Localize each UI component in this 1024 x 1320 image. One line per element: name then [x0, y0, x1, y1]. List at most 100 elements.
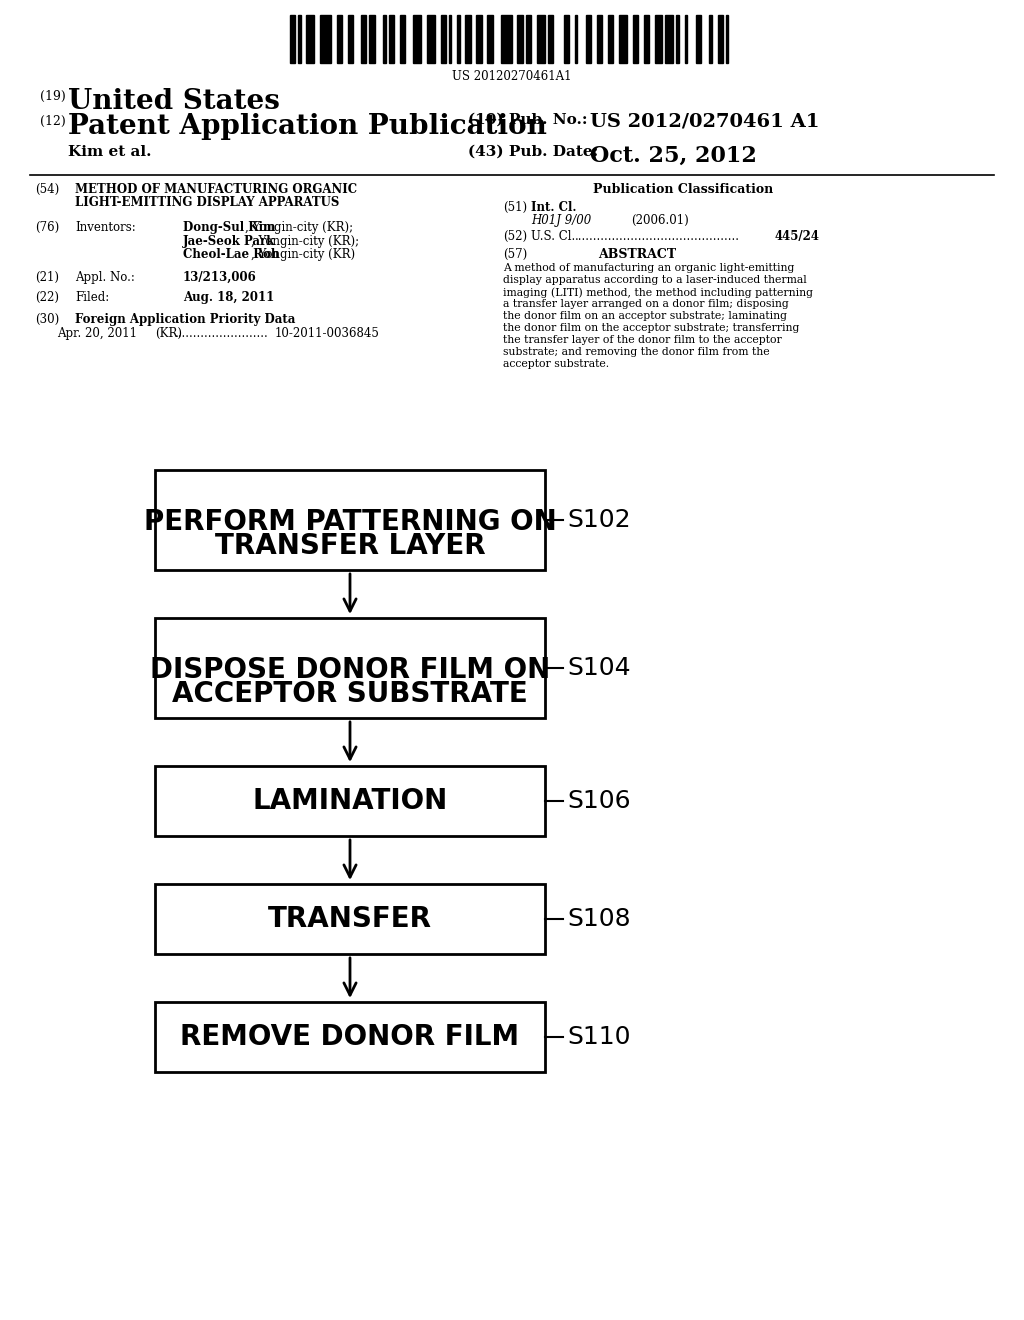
Bar [337, 15, 342, 63]
Bar [666, 15, 674, 63]
Bar [155, 884, 545, 954]
Bar [525, 15, 530, 63]
Text: Aug. 18, 2011: Aug. 18, 2011 [183, 290, 274, 304]
Bar [361, 15, 367, 63]
Text: Dong-Sul Kim: Dong-Sul Kim [183, 220, 275, 234]
Text: , Yongin-city (KR): , Yongin-city (KR) [251, 248, 354, 261]
Text: Appl. No.:: Appl. No.: [75, 271, 135, 284]
Text: Oct. 25, 2012: Oct. 25, 2012 [590, 145, 757, 168]
Bar [564, 15, 569, 63]
Bar [654, 15, 663, 63]
Text: , Yongin-city (KR);: , Yongin-city (KR); [246, 220, 353, 234]
Text: PERFORM PATTERNING ON: PERFORM PATTERNING ON [143, 507, 556, 536]
Text: acceptor substrate.: acceptor substrate. [503, 359, 609, 370]
Bar [290, 15, 295, 63]
Text: A method of manufacturing an organic light-emitting: A method of manufacturing an organic lig… [503, 263, 795, 273]
Bar [726, 15, 728, 63]
Text: the donor film on the acceptor substrate; transferring: the donor film on the acceptor substrate… [503, 323, 800, 333]
Bar [608, 15, 613, 63]
Bar [155, 766, 545, 836]
Text: TRANSFER LAYER: TRANSFER LAYER [215, 532, 485, 561]
Text: Kim et al.: Kim et al. [68, 145, 152, 158]
Text: (30): (30) [35, 313, 59, 326]
Text: TRANSFER: TRANSFER [268, 906, 432, 933]
Bar [399, 15, 404, 63]
Bar [710, 15, 712, 63]
Text: Foreign Application Priority Data: Foreign Application Priority Data [75, 313, 295, 326]
Text: S102: S102 [567, 508, 631, 532]
Text: (57): (57) [503, 248, 527, 261]
Text: (10) Pub. No.:: (10) Pub. No.: [468, 114, 588, 127]
Bar [298, 15, 301, 63]
Text: imaging (LITI) method, the method including patterning: imaging (LITI) method, the method includ… [503, 286, 813, 297]
Text: (KR): (KR) [155, 327, 182, 341]
Text: (19): (19) [40, 90, 66, 103]
Text: (51): (51) [503, 201, 527, 214]
Text: Int. Cl.: Int. Cl. [531, 201, 577, 214]
Bar [537, 15, 545, 63]
Text: Jae-Seok Park: Jae-Seok Park [183, 235, 275, 248]
Text: Cheol-Lae Roh: Cheol-Lae Roh [183, 248, 280, 261]
Bar [718, 15, 723, 63]
Bar [449, 15, 452, 63]
Text: H01J 9/00: H01J 9/00 [531, 214, 591, 227]
Bar [383, 15, 386, 63]
Text: the donor film on an acceptor substrate; laminating: the donor film on an acceptor substrate;… [503, 312, 787, 321]
Bar [306, 15, 314, 63]
Text: (2006.01): (2006.01) [631, 214, 689, 227]
Bar [487, 15, 493, 63]
Text: S110: S110 [567, 1026, 631, 1049]
Bar [457, 15, 460, 63]
Text: LIGHT-EMITTING DISPLAY APPARATUS: LIGHT-EMITTING DISPLAY APPARATUS [75, 195, 339, 209]
Text: (21): (21) [35, 271, 59, 284]
Text: display apparatus according to a laser-induced thermal: display apparatus according to a laser-i… [503, 275, 807, 285]
Text: ............................................: ........................................… [575, 230, 740, 243]
Text: Inventors:: Inventors: [75, 220, 136, 234]
Bar [347, 15, 352, 63]
Text: Publication Classification: Publication Classification [593, 183, 773, 195]
Text: ABSTRACT: ABSTRACT [598, 248, 676, 261]
Text: REMOVE DONOR FILM: REMOVE DONOR FILM [180, 1023, 519, 1051]
Text: S104: S104 [567, 656, 631, 680]
Text: S108: S108 [567, 907, 631, 931]
Bar [586, 15, 591, 63]
Text: .........................: ......................... [175, 327, 268, 341]
Bar [465, 15, 471, 63]
Bar [321, 15, 331, 63]
Bar [685, 15, 687, 63]
Bar [389, 15, 394, 63]
Bar [695, 15, 700, 63]
Text: substrate; and removing the donor film from the: substrate; and removing the donor film f… [503, 347, 770, 356]
Bar [440, 15, 445, 63]
Text: (12): (12) [40, 115, 66, 128]
Text: the transfer layer of the donor film to the acceptor: the transfer layer of the donor film to … [503, 335, 781, 345]
Bar [427, 15, 435, 63]
Text: Apr. 20, 2011: Apr. 20, 2011 [57, 327, 137, 341]
Text: 13/213,006: 13/213,006 [183, 271, 257, 284]
Text: Patent Application Publication: Patent Application Publication [68, 114, 547, 140]
Text: US 20120270461A1: US 20120270461A1 [453, 70, 571, 83]
Text: METHOD OF MANUFACTURING ORGANIC: METHOD OF MANUFACTURING ORGANIC [75, 183, 357, 195]
Bar [155, 470, 545, 570]
Bar [517, 15, 522, 63]
Bar [501, 15, 512, 63]
Bar [548, 15, 553, 63]
Text: ACCEPTOR SUBSTRATE: ACCEPTOR SUBSTRATE [172, 681, 528, 709]
Text: 10-2011-0036845: 10-2011-0036845 [275, 327, 380, 341]
Bar [155, 618, 545, 718]
Text: DISPOSE DONOR FILM ON: DISPOSE DONOR FILM ON [150, 656, 550, 684]
Bar [414, 15, 421, 63]
Text: (54): (54) [35, 183, 59, 195]
Text: (52): (52) [503, 230, 527, 243]
Text: a transfer layer arranged on a donor film; disposing: a transfer layer arranged on a donor fil… [503, 300, 788, 309]
Text: , Yongin-city (KR);: , Yongin-city (KR); [251, 235, 358, 248]
Text: S106: S106 [567, 789, 631, 813]
Text: United States: United States [68, 88, 280, 115]
Bar [476, 15, 481, 63]
Text: LAMINATION: LAMINATION [252, 787, 447, 814]
Bar [677, 15, 679, 63]
Bar [633, 15, 638, 63]
Text: 445/24: 445/24 [775, 230, 820, 243]
Bar [575, 15, 578, 63]
Bar [370, 15, 375, 63]
